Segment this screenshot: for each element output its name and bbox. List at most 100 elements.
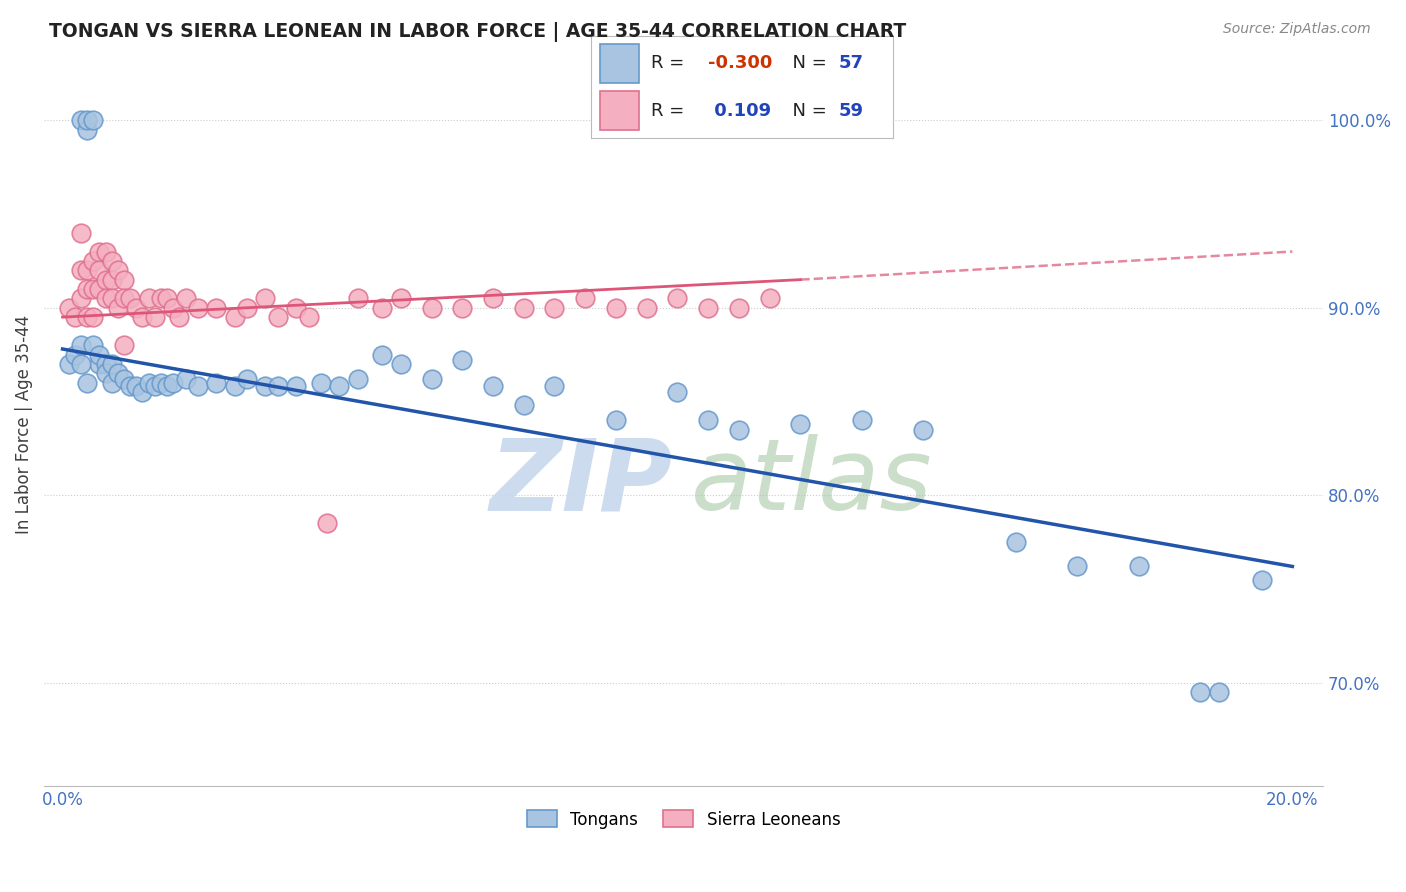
Text: N =: N =	[780, 102, 832, 120]
Point	[1208, 685, 1230, 699]
Point	[389, 357, 412, 371]
Text: ZIP: ZIP	[489, 434, 673, 531]
Point	[94, 367, 117, 381]
Point	[697, 413, 720, 427]
Point	[70, 338, 93, 352]
Point	[420, 372, 443, 386]
Point	[851, 413, 873, 427]
Point	[267, 379, 290, 393]
Point	[76, 263, 98, 277]
Point	[420, 301, 443, 315]
Point	[789, 417, 811, 431]
Point	[112, 338, 135, 352]
Point	[94, 357, 117, 371]
Point	[94, 244, 117, 259]
Point	[697, 301, 720, 315]
Point	[125, 301, 148, 315]
Point	[236, 372, 259, 386]
Point	[174, 372, 197, 386]
Point	[120, 379, 142, 393]
Point	[100, 253, 122, 268]
Point	[328, 379, 350, 393]
Point	[89, 282, 111, 296]
Point	[187, 301, 209, 315]
Point	[82, 338, 104, 352]
Point	[267, 310, 290, 325]
Point	[112, 292, 135, 306]
Point	[89, 357, 111, 371]
Point	[76, 310, 98, 325]
Point	[574, 292, 596, 306]
Point	[131, 310, 153, 325]
Point	[224, 310, 246, 325]
Point	[912, 423, 935, 437]
Point	[162, 301, 184, 315]
Point	[513, 398, 536, 412]
Point	[156, 379, 179, 393]
Point	[76, 282, 98, 296]
Point	[58, 301, 80, 315]
Point	[636, 301, 658, 315]
Point	[89, 263, 111, 277]
Point	[666, 385, 689, 400]
Point	[1004, 535, 1026, 549]
Point	[149, 292, 172, 306]
Text: 57: 57	[838, 54, 863, 72]
Text: 59: 59	[838, 102, 863, 120]
Point	[112, 272, 135, 286]
Text: atlas: atlas	[690, 434, 932, 531]
Point	[70, 292, 93, 306]
Point	[205, 301, 228, 315]
Point	[125, 379, 148, 393]
Point	[513, 301, 536, 315]
Point	[76, 113, 98, 128]
Point	[94, 272, 117, 286]
Point	[100, 357, 122, 371]
Text: R =: R =	[651, 54, 690, 72]
Point	[236, 301, 259, 315]
Point	[100, 376, 122, 390]
Point	[174, 292, 197, 306]
Point	[297, 310, 319, 325]
Point	[605, 413, 627, 427]
Point	[728, 301, 751, 315]
Point	[285, 379, 308, 393]
Point	[205, 376, 228, 390]
Point	[70, 226, 93, 240]
Point	[76, 376, 98, 390]
Y-axis label: In Labor Force | Age 35-44: In Labor Force | Age 35-44	[15, 316, 32, 534]
Point	[149, 376, 172, 390]
Point	[89, 348, 111, 362]
Point	[451, 353, 474, 368]
Point	[82, 253, 104, 268]
Point	[666, 292, 689, 306]
Point	[389, 292, 412, 306]
Point	[143, 379, 166, 393]
Point	[120, 292, 142, 306]
Point	[1250, 573, 1272, 587]
Point	[63, 310, 86, 325]
Point	[543, 301, 565, 315]
Point	[254, 379, 277, 393]
Point	[169, 310, 191, 325]
Point	[131, 385, 153, 400]
Point	[138, 376, 160, 390]
Text: 0.109: 0.109	[709, 102, 772, 120]
Point	[107, 263, 129, 277]
Point	[224, 379, 246, 393]
Point	[482, 379, 505, 393]
Point	[143, 310, 166, 325]
Point	[162, 376, 184, 390]
Point	[728, 423, 751, 437]
Point	[1128, 559, 1150, 574]
Text: -0.300: -0.300	[709, 54, 773, 72]
Point	[70, 263, 93, 277]
Point	[346, 372, 368, 386]
Point	[543, 379, 565, 393]
Point	[89, 244, 111, 259]
Point	[58, 357, 80, 371]
Point	[100, 272, 122, 286]
Point	[371, 301, 394, 315]
Point	[371, 348, 394, 362]
Point	[70, 113, 93, 128]
